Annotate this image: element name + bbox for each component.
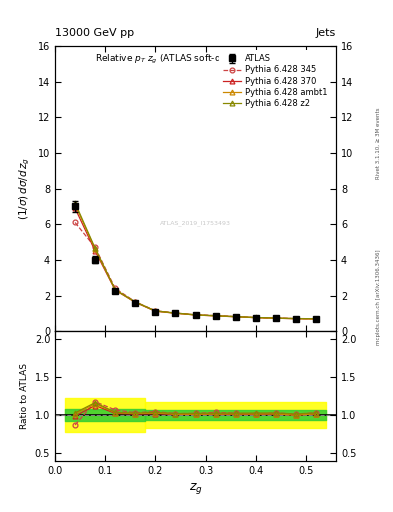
Pythia 6.428 370 <box>233 314 238 320</box>
Pythia 6.428 345 <box>314 316 318 322</box>
Pythia 6.428 z2 <box>253 314 258 321</box>
Pythia 6.428 z2 <box>213 313 218 319</box>
X-axis label: $z_g$: $z_g$ <box>189 481 202 496</box>
Pythia 6.428 370 <box>73 205 77 211</box>
Text: Relative $p_T$ $z_g$ (ATLAS soft-drop observables): Relative $p_T$ $z_g$ (ATLAS soft-drop ob… <box>95 53 296 67</box>
Pythia 6.428 370 <box>93 248 97 254</box>
Pythia 6.428 ambt1 <box>253 314 258 321</box>
Pythia 6.428 ambt1 <box>173 310 178 316</box>
Pythia 6.428 345 <box>274 315 278 321</box>
Y-axis label: Ratio to ATLAS: Ratio to ATLAS <box>20 363 29 429</box>
Legend: ATLAS, Pythia 6.428 345, Pythia 6.428 370, Pythia 6.428 ambt1, Pythia 6.428 z2: ATLAS, Pythia 6.428 345, Pythia 6.428 37… <box>219 50 332 112</box>
Pythia 6.428 345 <box>173 310 178 316</box>
Pythia 6.428 370 <box>294 316 298 322</box>
Pythia 6.428 z2 <box>153 308 158 314</box>
Pythia 6.428 345 <box>113 285 118 291</box>
Pythia 6.428 ambt1 <box>274 315 278 321</box>
Line: Pythia 6.428 370: Pythia 6.428 370 <box>73 206 318 322</box>
Pythia 6.428 345 <box>233 313 238 319</box>
Pythia 6.428 370 <box>253 314 258 321</box>
Text: Jets: Jets <box>316 28 336 38</box>
Pythia 6.428 370 <box>153 308 158 314</box>
Pythia 6.428 345 <box>294 315 298 322</box>
Pythia 6.428 345 <box>153 308 158 314</box>
Pythia 6.428 z2 <box>113 287 118 293</box>
Pythia 6.428 ambt1 <box>193 312 198 318</box>
Pythia 6.428 370 <box>274 315 278 321</box>
Pythia 6.428 345 <box>93 244 97 250</box>
Text: 13000 GeV pp: 13000 GeV pp <box>55 28 134 38</box>
Pythia 6.428 345 <box>193 312 198 318</box>
Line: Pythia 6.428 z2: Pythia 6.428 z2 <box>73 201 318 321</box>
Pythia 6.428 z2 <box>193 312 198 318</box>
Pythia 6.428 z2 <box>294 315 298 322</box>
Text: ATLAS_2019_I1753493: ATLAS_2019_I1753493 <box>160 220 231 226</box>
Pythia 6.428 370 <box>314 316 318 322</box>
Pythia 6.428 ambt1 <box>294 316 298 322</box>
Pythia 6.428 ambt1 <box>73 202 77 208</box>
Pythia 6.428 345 <box>73 220 77 226</box>
Pythia 6.428 ambt1 <box>213 313 218 319</box>
Y-axis label: $(1/\sigma)\, d\sigma/d\, z_g$: $(1/\sigma)\, d\sigma/d\, z_g$ <box>18 157 32 220</box>
Pythia 6.428 ambt1 <box>233 314 238 320</box>
Line: Pythia 6.428 ambt1: Pythia 6.428 ambt1 <box>73 202 318 322</box>
Pythia 6.428 ambt1 <box>314 316 318 322</box>
Pythia 6.428 370 <box>113 287 118 293</box>
Pythia 6.428 z2 <box>73 200 77 206</box>
Pythia 6.428 345 <box>213 312 218 318</box>
Pythia 6.428 z2 <box>274 315 278 321</box>
Pythia 6.428 345 <box>133 298 138 305</box>
Pythia 6.428 370 <box>213 313 218 319</box>
Pythia 6.428 370 <box>173 310 178 316</box>
Text: mcplots.cern.ch [arXiv:1306.3436]: mcplots.cern.ch [arXiv:1306.3436] <box>376 249 380 345</box>
Pythia 6.428 370 <box>193 312 198 318</box>
Pythia 6.428 z2 <box>314 316 318 322</box>
Pythia 6.428 ambt1 <box>113 287 118 293</box>
Pythia 6.428 ambt1 <box>133 299 138 305</box>
Pythia 6.428 z2 <box>173 310 178 316</box>
Pythia 6.428 ambt1 <box>153 308 158 314</box>
Line: Pythia 6.428 345: Pythia 6.428 345 <box>73 220 318 321</box>
Pythia 6.428 ambt1 <box>93 246 97 252</box>
Pythia 6.428 z2 <box>93 245 97 251</box>
Pythia 6.428 z2 <box>133 299 138 305</box>
Text: Rivet 3.1.10, ≥ 3M events: Rivet 3.1.10, ≥ 3M events <box>376 108 380 179</box>
Pythia 6.428 370 <box>133 299 138 305</box>
Pythia 6.428 345 <box>253 314 258 321</box>
Pythia 6.428 z2 <box>233 313 238 319</box>
